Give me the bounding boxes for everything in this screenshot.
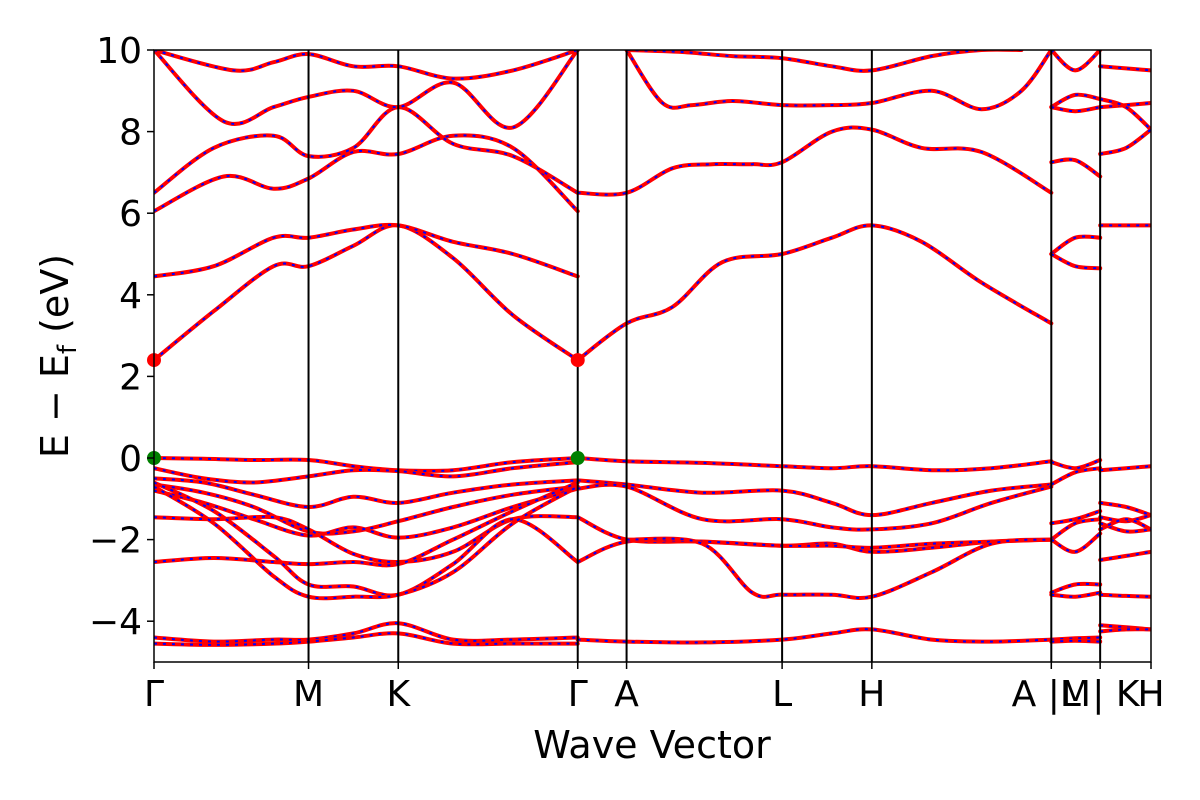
band-45-overlay	[1099, 98, 1151, 131]
band-18-overlay	[154, 485, 579, 600]
band-53-overlay	[1100, 550, 1151, 561]
band-33-overlay	[1050, 253, 1101, 270]
band-38-overlay	[1050, 532, 1101, 553]
band-50-overlay	[1100, 514, 1151, 523]
y-axis-label-unit: (eV)	[33, 254, 77, 345]
y-axis-label-main: E − E	[33, 354, 77, 458]
band-35-overlay	[1050, 467, 1101, 486]
band-54-overlay	[1100, 593, 1151, 598]
band-51-overlay	[1099, 522, 1151, 533]
band-52-overlay	[1099, 518, 1151, 531]
band-49-overlay	[1100, 501, 1151, 517]
x-tick-label-2: K	[386, 674, 411, 715]
band-31-overlay	[1051, 158, 1101, 178]
y-axis-label: E − Ef (eV)	[33, 254, 83, 458]
band-16-overlay	[154, 481, 579, 567]
band-28-overlay	[1050, 50, 1101, 72]
band-30	[1049, 105, 1103, 114]
band-34-overlay	[1051, 459, 1101, 470]
band-20-overlay	[154, 632, 578, 646]
y-tick-label-7: 10	[96, 31, 142, 72]
band-21-overlay	[577, 457, 1052, 472]
band-54	[1098, 592, 1151, 599]
x-tick-label-9: H	[1137, 674, 1164, 715]
x-tick-label-5: L	[772, 674, 792, 715]
band-13-overlay	[154, 483, 578, 535]
x-tick-label-1: M	[293, 674, 324, 715]
band-19-overlay	[154, 622, 578, 643]
band-23	[575, 482, 1054, 532]
band-56	[1098, 627, 1151, 634]
band-26-overlay	[626, 537, 1052, 600]
band-32-overlay	[1050, 235, 1101, 255]
band-8-overlay	[625, 50, 1053, 111]
x-tick-label-4: A	[614, 674, 639, 715]
y-tick-label-3: 2	[119, 357, 142, 398]
band-56-overlay	[1100, 628, 1151, 633]
y-tick-label-6: 8	[119, 113, 142, 154]
band-14-overlay	[154, 487, 578, 539]
extrema-markers	[147, 353, 585, 465]
x-tick-label-8: L | K	[1061, 674, 1141, 715]
y-tick-label-4: 4	[119, 276, 142, 317]
y-tick-label-1: −2	[89, 521, 142, 562]
x-tick-label-0: Γ	[144, 674, 164, 715]
band-36	[1049, 509, 1103, 526]
band-48-overlay	[1100, 465, 1151, 472]
y-tick-label-0: −4	[89, 602, 142, 643]
band-15-overlay	[154, 515, 578, 564]
band-12-overlay	[154, 477, 578, 509]
band-0-overlay	[154, 224, 579, 361]
y-axis-label-subscript: f	[53, 344, 83, 354]
band-4	[154, 50, 580, 130]
band-22	[575, 478, 1054, 518]
band-27-overlay	[577, 628, 1052, 644]
vbm-marker-1	[570, 451, 585, 465]
band-10-overlay	[154, 457, 578, 472]
cbm-marker-1	[570, 353, 585, 368]
y-tick-label-2: 0	[119, 439, 142, 480]
band-44-overlay	[1100, 102, 1151, 109]
band-29-overlay	[1050, 93, 1101, 108]
band-11	[154, 460, 580, 485]
band-3-overlay	[154, 106, 579, 194]
x-tick-label-3: Γ	[568, 674, 588, 715]
band-46	[1098, 127, 1151, 156]
band-37-overlay	[1050, 518, 1101, 541]
band-43-overlay	[1100, 65, 1151, 72]
band-42	[1049, 638, 1103, 644]
x-axis-label: Wave Vector	[533, 723, 771, 767]
y-axis-ticks: −4 −2 0 2 4 6 8 10	[89, 31, 154, 643]
band-6	[575, 223, 1054, 363]
band-5-overlay	[154, 50, 579, 80]
band-39	[1049, 581, 1103, 595]
y-tick-label-5: 6	[119, 194, 142, 235]
band-2-overlay	[154, 134, 579, 213]
band-1-overlay	[154, 223, 579, 278]
x-tick-label-7: A |M	[1012, 674, 1091, 715]
band-9-overlay	[626, 50, 1022, 72]
x-tick-label-6: H	[858, 674, 885, 715]
band-40	[1049, 590, 1103, 599]
band-17	[154, 480, 580, 598]
plot-frame	[153, 49, 1152, 663]
band-41	[1049, 635, 1103, 642]
high-symmetry-lines	[307, 50, 1102, 662]
